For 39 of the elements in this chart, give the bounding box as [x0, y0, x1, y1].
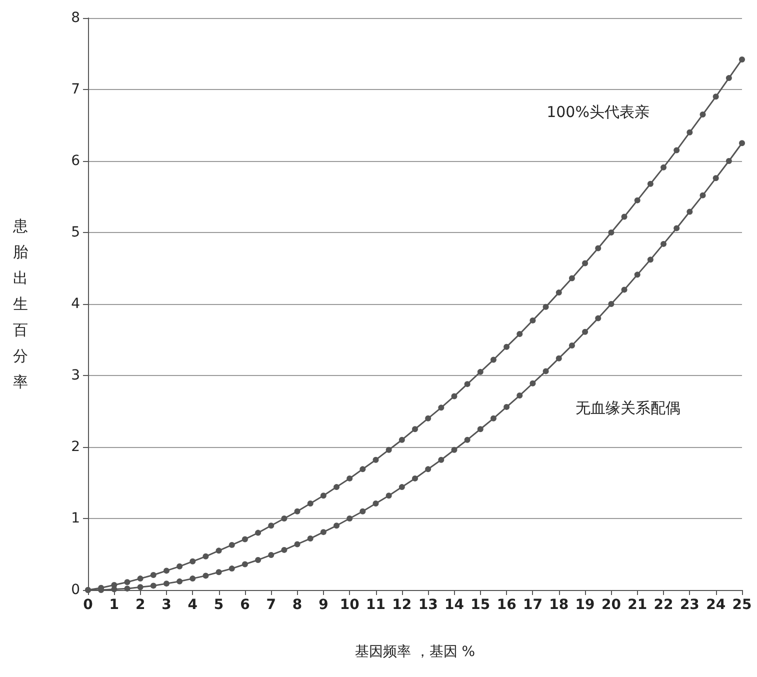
x-tick-label: 15: [470, 597, 490, 613]
x-tick-label: 13: [418, 597, 438, 613]
y-tick-label: 1: [71, 510, 80, 526]
x-tick-label: 17: [522, 597, 542, 613]
x-tick-label: 2: [135, 597, 146, 613]
x-tick-label: 3: [162, 597, 172, 613]
x-tick-label: 14: [444, 597, 464, 613]
x-tick-label: 4: [188, 597, 198, 613]
x-tick-label: 1: [109, 597, 120, 613]
y-tick-label: 7: [71, 82, 80, 98]
y-tick-label: 6: [71, 153, 80, 169]
y-tick-label: 4: [71, 296, 80, 312]
y-tick-label: 8: [71, 10, 80, 26]
x-tick-label: 8: [292, 597, 302, 613]
x-tick-label: 12: [392, 597, 412, 613]
y-tick-label: 0: [71, 582, 80, 598]
x-tick-label: 0: [83, 597, 94, 613]
y-tick-label: 5: [71, 224, 80, 240]
x-tick-label: 9: [318, 597, 328, 613]
annotation: 100%头代表亲: [546, 103, 650, 121]
x-tick-label: 18: [549, 597, 569, 613]
x-tick-label: 19: [575, 597, 595, 613]
y-tick-label: 2: [71, 439, 80, 455]
x-tick-label: 23: [680, 597, 700, 613]
y-tick-label: 3: [71, 368, 80, 384]
x-tick-label: 25: [732, 597, 752, 613]
x-tick-label: 22: [654, 597, 674, 613]
x-axis-title: 基因频率 ，基因 %: [354, 644, 476, 660]
x-tick-label: 16: [496, 597, 516, 613]
x-tick-label: 6: [240, 597, 250, 613]
x-tick-label: 7: [266, 597, 276, 613]
x-tick-label: 24: [706, 597, 726, 613]
x-tick-label: 21: [628, 597, 648, 613]
x-tick-label: 5: [214, 597, 224, 613]
x-tick-label: 10: [340, 597, 360, 613]
y-axis-title: 患胎出生百分率: [12, 217, 28, 391]
x-tick-label: 11: [366, 597, 386, 613]
x-tick-label: 20: [601, 597, 622, 613]
annotation: 无血缘关系配偶: [576, 399, 680, 417]
